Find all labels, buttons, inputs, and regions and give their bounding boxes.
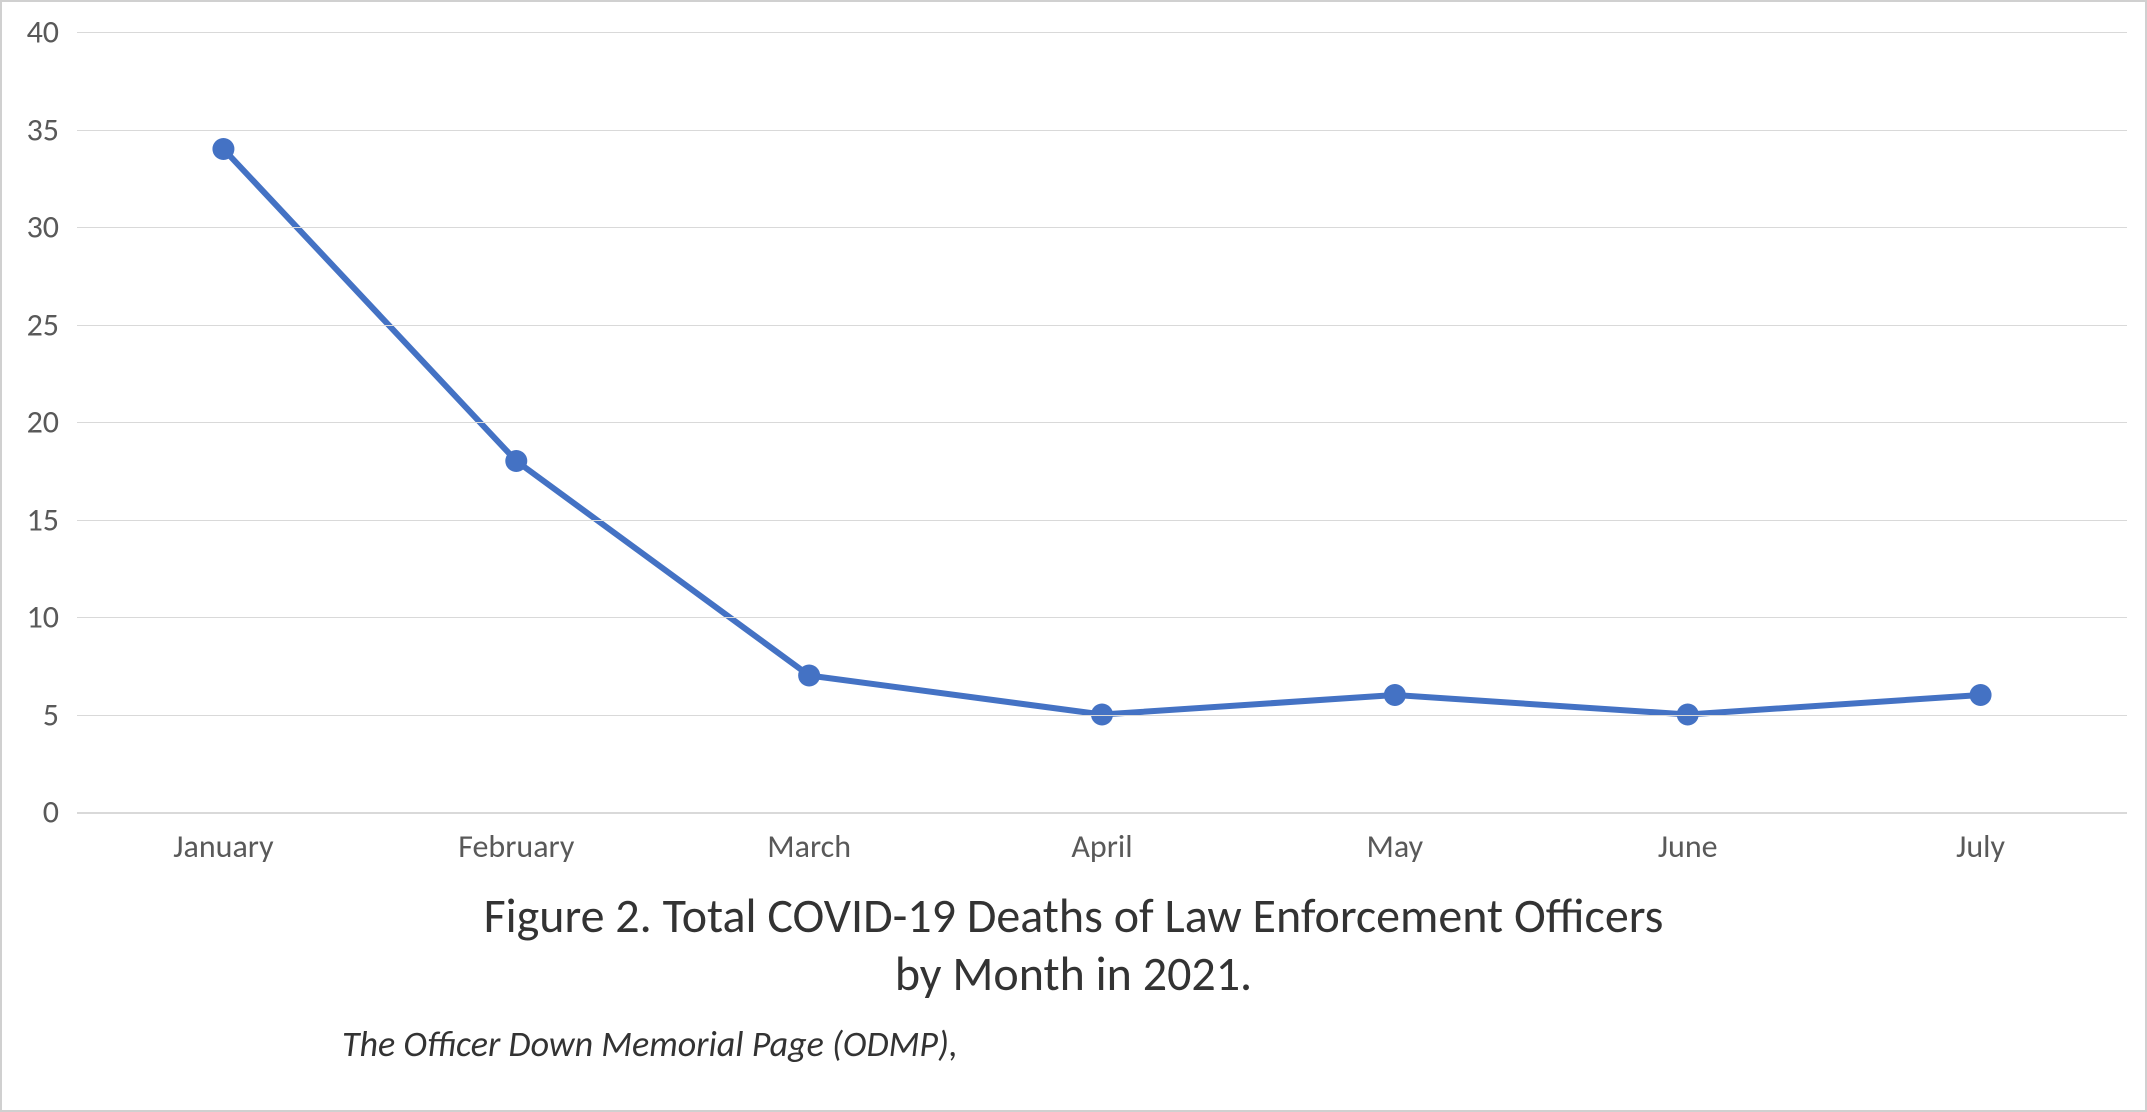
gridline	[77, 32, 2127, 33]
data-marker	[1384, 684, 1406, 706]
y-tick-label: 10	[27, 598, 59, 637]
data-marker	[1970, 684, 1992, 706]
gridline	[77, 422, 2127, 423]
y-axis: 0510152025303540	[2, 32, 67, 812]
chart-container: 0 5 10 15 20 25 30 35 40 January February March Apr…	[0, 0, 2147, 1112]
chart-title-area: Figure 2. Total COVID-19 Deaths of Law E…	[2, 887, 2145, 1002]
x-axis: January February March April May June July	[77, 827, 2127, 877]
gridline	[77, 130, 2127, 131]
x-tick-label: March	[767, 827, 851, 866]
gridline	[77, 520, 2127, 521]
x-tick-label: January	[173, 827, 273, 866]
gridline	[77, 715, 2127, 716]
gridline	[77, 325, 2127, 326]
chart-title-line2: by Month in 2021.	[2, 945, 2145, 1003]
chart-title-line1: Figure 2. Total COVID-19 Deaths of Law E…	[2, 887, 2145, 945]
data-line	[223, 149, 1980, 715]
y-tick-label: 40	[27, 13, 59, 52]
y-tick-label: 15	[27, 500, 59, 539]
y-tick-label: 30	[27, 208, 59, 247]
source-citation: The Officer Down Memorial Page (ODMP),	[342, 1022, 958, 1066]
y-tick-label: 20	[27, 403, 59, 442]
gridline	[77, 812, 2127, 814]
gridline	[77, 617, 2127, 618]
y-tick-label: 0	[43, 793, 59, 832]
plot-area	[77, 32, 2127, 812]
data-marker	[212, 138, 234, 160]
data-marker	[505, 450, 527, 472]
y-tick-label: 25	[27, 305, 59, 344]
x-tick-label: July	[1956, 827, 2005, 866]
gridline	[77, 227, 2127, 228]
x-tick-label: February	[458, 827, 574, 866]
x-tick-label: May	[1367, 827, 1424, 866]
x-tick-label: June	[1658, 827, 1718, 866]
data-marker	[798, 665, 820, 687]
x-tick-label: April	[1071, 827, 1132, 866]
y-tick-label: 35	[27, 110, 59, 149]
y-tick-label: 5	[43, 695, 59, 734]
